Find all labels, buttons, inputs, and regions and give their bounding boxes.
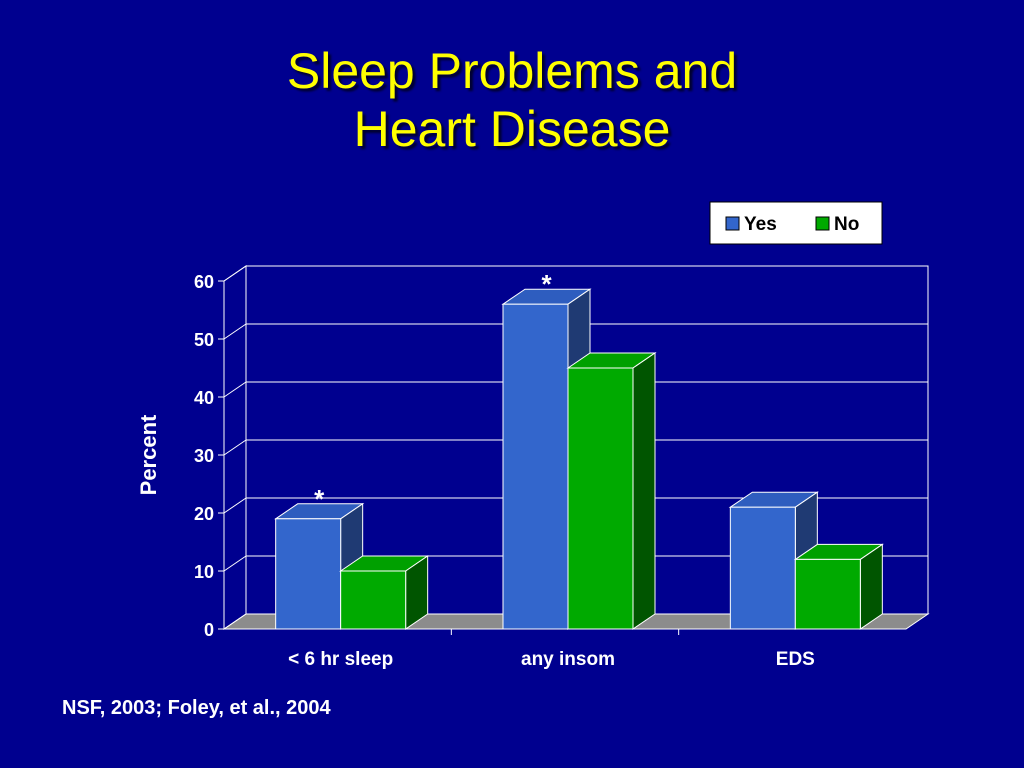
y-tick-label: 50 xyxy=(194,330,214,350)
bar xyxy=(794,558,861,630)
bar xyxy=(340,570,407,630)
bar xyxy=(729,506,796,630)
y-tick-label: 20 xyxy=(194,504,214,524)
y-tick-label: 30 xyxy=(194,446,214,466)
gridline-side xyxy=(223,323,247,340)
legend-swatch xyxy=(725,216,740,231)
y-tick-label: 10 xyxy=(194,562,214,582)
gridline-side xyxy=(223,497,247,514)
x-tick-label: < 6 hr sleep xyxy=(288,649,393,670)
y-tick-label: 60 xyxy=(194,272,214,292)
gridline-side xyxy=(223,555,247,572)
legend-swatch xyxy=(815,216,830,231)
bar xyxy=(567,367,634,630)
gridline-side xyxy=(223,381,247,398)
title-line-2: Heart Disease xyxy=(353,101,671,157)
slide-title: Sleep Problems and Heart Disease xyxy=(0,42,1024,158)
bar-side xyxy=(859,543,883,630)
gridline-side xyxy=(223,439,247,456)
y-axis-title: Percent xyxy=(136,414,161,495)
x-tick-label: EDS xyxy=(776,649,815,670)
bar xyxy=(502,303,569,630)
x-tick-label: any insom xyxy=(521,649,615,670)
bar-side xyxy=(632,352,656,630)
significance-marker: * xyxy=(314,484,325,514)
legend-label: No xyxy=(834,214,859,235)
y-tick-label: 0 xyxy=(204,620,214,640)
title-line-1: Sleep Problems and xyxy=(286,43,738,99)
legend-label: Yes xyxy=(744,214,777,235)
significance-marker: * xyxy=(541,269,552,299)
gridline-side xyxy=(223,265,247,282)
y-tick-label: 40 xyxy=(194,388,214,408)
citation: NSF, 2003; Foley, et al., 2004 xyxy=(62,697,331,719)
bar xyxy=(275,518,342,630)
